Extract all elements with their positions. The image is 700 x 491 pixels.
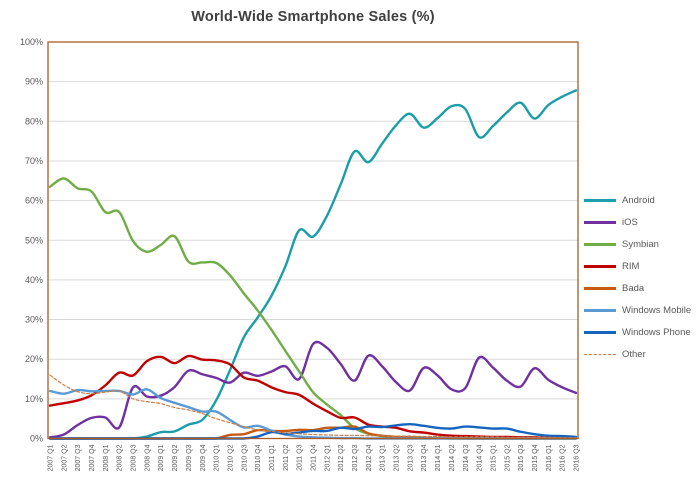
x-tick-label: 2016 Q2 bbox=[560, 444, 567, 471]
legend-item-windows-phone: Windows Phone bbox=[584, 325, 691, 339]
x-tick-label: 2014 Q2 bbox=[449, 444, 456, 471]
legend-item-other: Other bbox=[584, 347, 691, 361]
legend-label: Bada bbox=[622, 282, 645, 294]
x-axis-labels: 2007 Q1 2007 Q2 2007 Q3 2007 Q4 2008 Q1 2008 … bbox=[48, 444, 581, 471]
x-tick-label: 2007 Q2 bbox=[61, 444, 68, 471]
y-tick-label: 60% bbox=[25, 196, 43, 206]
y-tick-label: 50% bbox=[25, 235, 43, 245]
legend-swatch bbox=[584, 220, 616, 224]
x-tick-label: 2016 Q3 bbox=[574, 444, 581, 471]
y-tick-label: 100% bbox=[20, 37, 43, 47]
legend-swatch bbox=[584, 242, 616, 246]
x-tick-label: 2015 Q4 bbox=[532, 444, 539, 471]
legend-item-ios: iOS bbox=[584, 215, 691, 229]
legend-item-symbian: Symbian bbox=[584, 237, 691, 251]
legend-label: iOS bbox=[622, 216, 638, 228]
y-tick-label: 0% bbox=[30, 434, 43, 444]
x-tick-label: 2010 Q2 bbox=[227, 444, 234, 471]
x-tick-label: 2013 Q4 bbox=[421, 444, 428, 471]
x-tick-label: 2007 Q4 bbox=[89, 444, 96, 471]
x-tick-label: 2010 Q4 bbox=[255, 444, 262, 471]
y-tick-label: 80% bbox=[25, 116, 43, 126]
legend-label: Windows Phone bbox=[622, 326, 691, 338]
x-tick-label: 2011 Q3 bbox=[297, 444, 304, 470]
x-tick-label: 2012 Q4 bbox=[366, 444, 373, 471]
x-tick-label: 2012 Q2 bbox=[338, 444, 345, 471]
x-tick-label: 2009 Q4 bbox=[200, 444, 207, 471]
legend-swatch bbox=[584, 264, 616, 268]
legend-item-android: Android bbox=[584, 193, 691, 207]
x-tick-label: 2015 Q2 bbox=[504, 444, 511, 471]
x-tick-label: 2014 Q4 bbox=[477, 444, 484, 471]
plot-border bbox=[47, 41, 579, 440]
chart-title: World-Wide Smartphone Sales (%) bbox=[191, 9, 435, 25]
x-tick-label: 2007 Q3 bbox=[75, 444, 82, 471]
x-tick-label: 2013 Q3 bbox=[407, 444, 414, 471]
legend-swatch bbox=[584, 330, 616, 334]
x-tick-label: 2015 Q3 bbox=[518, 444, 525, 471]
x-tick-label: 2014 Q1 bbox=[435, 444, 442, 471]
y-tick-label: 70% bbox=[25, 156, 43, 166]
x-tick-label: 2012 Q1 bbox=[324, 444, 331, 471]
y-tick-label: 90% bbox=[25, 77, 43, 87]
x-tick-label: 2011 Q4 bbox=[311, 444, 318, 470]
x-tick-label: 2009 Q1 bbox=[158, 444, 165, 471]
legend-item-bada: Bada bbox=[584, 281, 691, 295]
x-tick-label: 2008 Q1 bbox=[103, 444, 110, 471]
legend-label: RIM bbox=[622, 260, 640, 272]
y-tick-label: 20% bbox=[25, 354, 43, 364]
series-line-ios bbox=[48, 340, 578, 439]
series-line-android bbox=[48, 89, 578, 440]
legend-label: Symbian bbox=[622, 238, 659, 250]
x-tick-label: 2012 Q3 bbox=[352, 444, 359, 471]
x-tick-label: 2010 Q3 bbox=[241, 444, 248, 471]
x-tick-label: 2007 Q1 bbox=[48, 444, 55, 471]
y-axis-labels: 0% 10% 20% 30% 40% 50% 60% 70% 80% 90% 100% bbox=[20, 37, 43, 444]
legend-label: Other bbox=[622, 348, 646, 360]
x-tick-label: 2008 Q4 bbox=[144, 444, 151, 471]
x-tick-label: 2008 Q3 bbox=[131, 444, 138, 471]
legend-item-windows-mobile: Windows Mobile bbox=[584, 303, 691, 317]
legend-swatch bbox=[584, 198, 616, 202]
x-tick-label: 2009 Q2 bbox=[172, 444, 179, 471]
legend-label: Windows Mobile bbox=[622, 304, 692, 316]
x-tick-label: 2013 Q2 bbox=[394, 444, 401, 471]
legend-item-rim: RIM bbox=[584, 259, 691, 273]
y-tick-label: 40% bbox=[25, 275, 43, 285]
x-tick-label: 2016 Q1 bbox=[546, 444, 553, 471]
x-tick-label: 2013 Q1 bbox=[380, 444, 387, 471]
series-lines bbox=[48, 89, 578, 440]
y-tick-label: 30% bbox=[25, 315, 43, 325]
y-tick-label: 10% bbox=[25, 394, 43, 404]
x-tick-label: 2015 Q1 bbox=[490, 444, 497, 471]
legend-swatch bbox=[584, 308, 616, 312]
x-tick-label: 2008 Q2 bbox=[117, 444, 124, 471]
x-tick-label: 2010 Q1 bbox=[214, 444, 221, 471]
legend-swatch bbox=[584, 286, 616, 290]
gridlines bbox=[48, 81, 578, 400]
x-tick-label: 2014 Q3 bbox=[463, 444, 470, 471]
x-tick-label: 2009 Q3 bbox=[186, 444, 193, 471]
legend: Android iOS Symbian RIM Bada Windows Mobile Wi… bbox=[584, 193, 691, 369]
x-tick-label: 2011 Q2 bbox=[283, 444, 290, 470]
x-tick-label: 2011 Q1 bbox=[269, 444, 276, 470]
series-line-other bbox=[49, 374, 577, 439]
legend-label: Android bbox=[622, 194, 655, 206]
legend-swatch bbox=[584, 353, 616, 355]
